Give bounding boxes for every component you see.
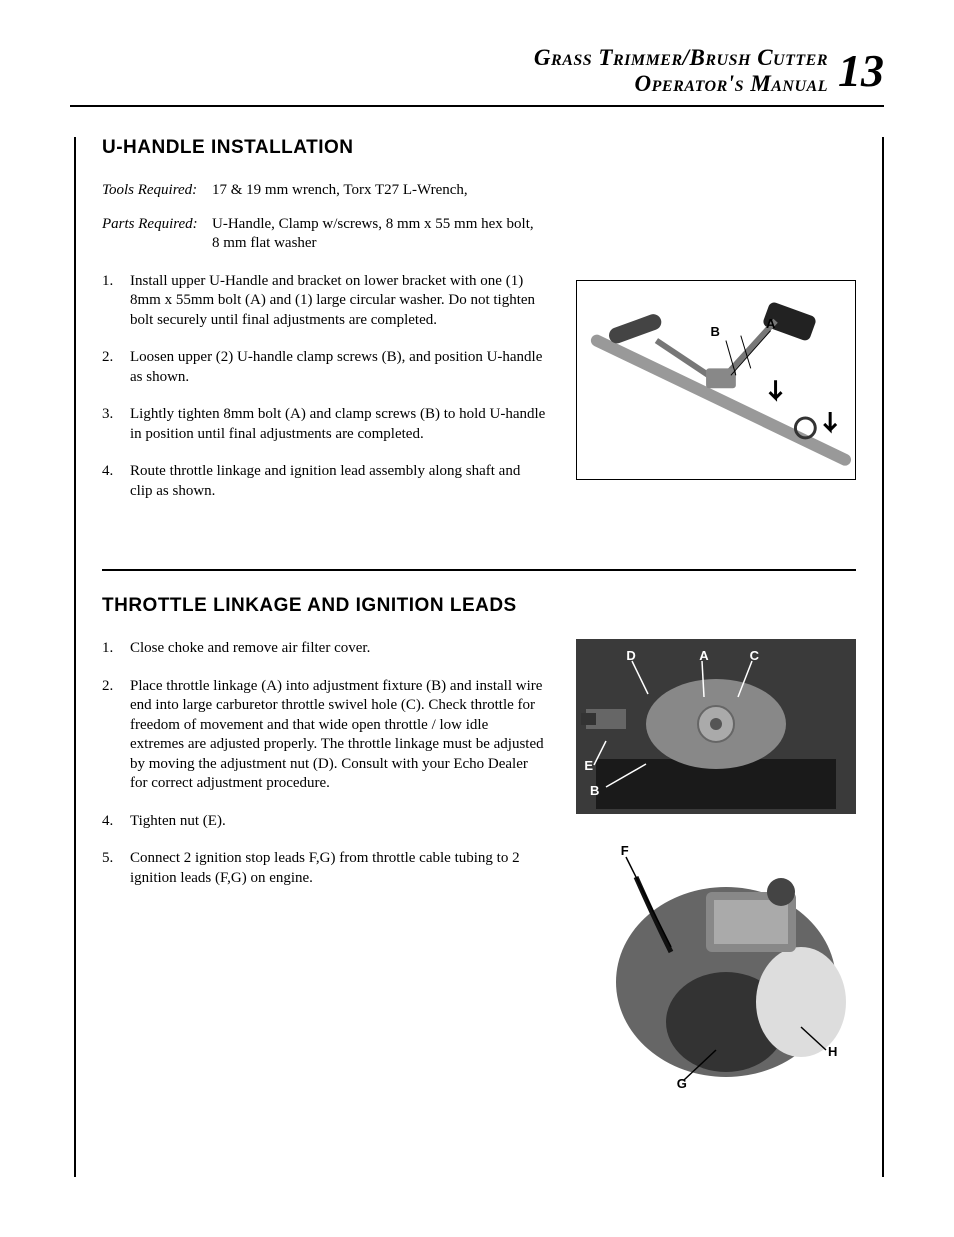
section2-step: 4. Tighten nut (E). xyxy=(102,812,546,832)
tools-required-value: 17 & 19 mm wrench, Torx T27 L-Wrench, xyxy=(212,181,468,201)
section2-twocol: 1. Close choke and remove air filter cove… xyxy=(102,639,856,1097)
section2-step: 2. Place throttle linkage (A) into adjust… xyxy=(102,677,546,794)
section2-steps: 1. Close choke and remove air filter cove… xyxy=(102,639,546,888)
throttle-linkage-figure: D A C E B xyxy=(576,639,856,814)
figure-label-e: E xyxy=(584,758,593,773)
step-number: 5. xyxy=(102,849,113,869)
parts-required-value: U-Handle, Clamp w/screws, 8 mm x 55 mm h… xyxy=(212,215,542,254)
section1-steps: Install upper U-Handle and bracket on lo… xyxy=(102,272,546,502)
figure-label-f: F xyxy=(621,843,629,858)
figure-label-b: B xyxy=(710,324,719,339)
section2-step: 1. Close choke and remove air filter cove… xyxy=(102,639,546,659)
header-rule xyxy=(70,105,884,107)
section1-step: Route throttle linkage and ignition lead… xyxy=(102,462,546,501)
title-line1: Grass Trimmer/Brush Cutter xyxy=(534,45,828,70)
page-number: 13 xyxy=(838,44,884,97)
title-line2: Operator's Manual xyxy=(635,71,828,96)
step-number: 4. xyxy=(102,812,113,832)
parts-required-label: Parts Required: xyxy=(102,215,212,254)
step-text: Tighten nut (E). xyxy=(130,813,226,829)
section2-figure-col: D A C E B xyxy=(576,639,856,1097)
section1-title: u-handle installation xyxy=(102,137,856,159)
step-number: 2. xyxy=(102,677,113,697)
u-handle-diagram-icon xyxy=(577,281,855,480)
content-border-left: u-handle installation Tools Required: 17… xyxy=(74,137,884,1177)
section1-step: Lightly tighten 8mm bolt (A) and clamp s… xyxy=(102,405,546,444)
section1-step: Install upper U-Handle and bracket on lo… xyxy=(102,272,546,331)
figure-label-b: B xyxy=(590,783,599,798)
content-border-right: u-handle installation Tools Required: 17… xyxy=(102,137,884,1177)
page-header: Grass Trimmer/Brush Cutter Operator's Ma… xyxy=(70,40,884,97)
figure-label-d: D xyxy=(626,648,635,663)
section1-twocol: Install upper U-Handle and bracket on lo… xyxy=(102,272,856,520)
figure-label-c: C xyxy=(750,648,759,663)
tools-parts-block: Tools Required: 17 & 19 mm wrench, Torx … xyxy=(102,181,856,254)
section1-text-col: Install upper U-Handle and bracket on lo… xyxy=(102,272,546,520)
tools-required-label: Tools Required: xyxy=(102,181,212,201)
section2-text-col: 1. Close choke and remove air filter cove… xyxy=(102,639,546,906)
step-text: Close choke and remove air filter cover. xyxy=(130,640,370,656)
section1-figure-col: A B xyxy=(576,280,856,480)
figure-label-h: H xyxy=(828,1044,837,1059)
figure-label-a: A xyxy=(699,648,708,663)
step-text: Connect 2 ignition stop leads F,G) from … xyxy=(130,850,520,886)
section2-title: throttle linkage and ignition leads xyxy=(102,595,856,617)
section-divider xyxy=(102,569,856,571)
section2-step: 5. Connect 2 ignition stop leads F,G) fro… xyxy=(102,849,546,888)
figure-label-g: G xyxy=(677,1076,687,1091)
step-number: 1. xyxy=(102,639,113,659)
engine-figure: F G H xyxy=(576,832,856,1097)
manual-title: Grass Trimmer/Brush Cutter Operator's Ma… xyxy=(534,45,828,97)
engine-photo-icon xyxy=(576,832,856,1097)
carburetor-photo-icon xyxy=(576,639,856,814)
step-text: Place throttle linkage (A) into adjustme… xyxy=(130,678,544,792)
u-handle-figure: A B xyxy=(576,280,856,480)
figure-label-a: A xyxy=(766,316,775,331)
section1-step: Loosen upper (2) U-handle clamp screws (… xyxy=(102,348,546,387)
